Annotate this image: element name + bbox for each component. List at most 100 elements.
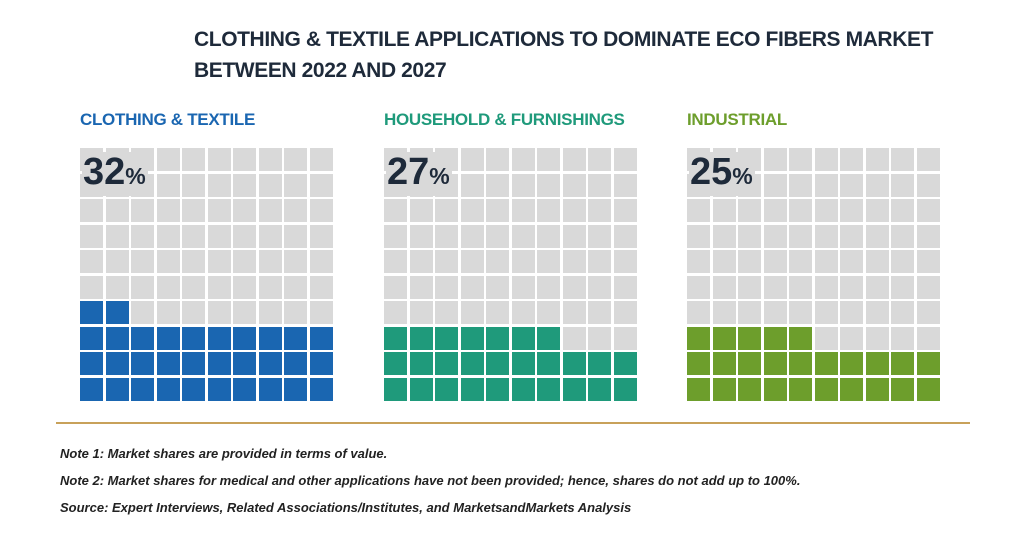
waffle-cell-empty [916,224,940,248]
waffle-cell-empty [284,275,307,299]
waffle-cell-empty [80,250,103,273]
waffle-cell-filled [588,352,611,375]
waffle-cell-empty [789,173,812,197]
waffle-cell-filled [687,352,710,375]
waffle-cell-empty [891,224,914,248]
waffle-cell-filled [486,326,509,350]
waffle-cell-empty [865,326,889,350]
waffle-cell-filled [105,377,129,401]
waffle-cell-empty [182,275,205,299]
panel-label: HOUSEHOLD & FURNISHINGS [384,110,625,129]
share-number: 25 [690,151,733,193]
waffle-cell-empty [588,199,611,222]
waffle-cell-filled [738,326,761,350]
waffle-cell-filled [814,352,838,375]
waffle-cell-empty [687,275,710,299]
waffle-cell-filled [409,377,433,401]
waffle-cell-empty [486,173,509,197]
note-2: Note 2: Market shares for medical and ot… [60,473,801,488]
waffle-cell-filled [460,377,484,401]
waffle-cell-empty [562,148,586,171]
waffle-cell-empty [460,301,484,324]
waffle-cell-empty [789,148,812,171]
waffle-cell-empty [763,224,787,248]
waffle-cell-empty [258,224,282,248]
waffle-cell-filled [789,326,812,350]
waffle-cell-empty [309,173,333,197]
waffle-cell-empty [865,224,889,248]
waffle-cell-filled [182,377,205,401]
waffle-cell-empty [916,173,940,197]
waffle-cell-empty [409,275,433,299]
waffle-cell-empty [789,199,812,222]
waffle-cell-empty [613,173,637,197]
waffle-cell-filled [233,377,256,401]
waffle-cell-empty [840,275,863,299]
waffle-cell-empty [588,173,611,197]
waffle-cell-filled [156,326,180,350]
waffle-cell-empty [865,148,889,171]
waffle-cell-filled [562,352,586,375]
panel-label: INDUSTRIAL [687,110,787,129]
waffle-cell-empty [460,199,484,222]
waffle-cell-empty [486,301,509,324]
waffle-cell-empty [613,275,637,299]
waffle-cell-empty [460,224,484,248]
share-value: 32% [82,152,148,196]
waffle-cell-empty [712,275,736,299]
chart-title: CLOTHING & TEXTILE APPLICATIONS TO DOMIN… [194,24,933,86]
waffle-cell-filled [537,377,560,401]
waffle-cell-empty [814,148,838,171]
waffle-cell-filled [891,377,914,401]
waffle-cell-filled [537,352,560,375]
waffle-cell-empty [384,301,407,324]
waffle-cell-empty [840,250,863,273]
waffle-cell-empty [435,275,458,299]
waffle-cell-filled [80,301,103,324]
waffle-cell-empty [131,275,154,299]
waffle-cell-filled [435,377,458,401]
waffle-cell-empty [562,173,586,197]
waffle-grid: 32% [80,148,334,404]
waffle-cell-empty [435,224,458,248]
waffle-cell-filled [182,326,205,350]
waffle-cell-empty [105,250,129,273]
waffle-cell-empty [511,301,535,324]
waffle-cell-filled [258,352,282,375]
waffle-cell-filled [309,377,333,401]
waffle-cell-empty [258,250,282,273]
waffle-cell-empty [233,301,256,324]
waffle-cell-empty [460,173,484,197]
waffle-cell-empty [207,199,231,222]
waffle-cell-filled [409,352,433,375]
waffle-cell-filled [789,352,812,375]
waffle-cell-empty [309,199,333,222]
waffle-cell-empty [131,224,154,248]
share-number: 32 [83,151,126,193]
waffle-cell-empty [156,275,180,299]
waffle-grid: 27% [384,148,638,404]
waffle-cell-empty [763,301,787,324]
waffle-cell-filled [916,377,940,401]
waffle-cell-empty [207,250,231,273]
waffle-cell-empty [105,224,129,248]
waffle-cell-filled [511,326,535,350]
waffle-cell-filled [258,326,282,350]
waffle-cell-empty [384,199,407,222]
waffle-cell-empty [840,326,863,350]
waffle-cell-empty [613,148,637,171]
share-unit: % [429,163,450,189]
waffle-cell-empty [865,250,889,273]
waffle-cell-empty [233,224,256,248]
waffle-cell-empty [156,301,180,324]
waffle-cell-empty [763,173,787,197]
waffle-cell-empty [865,173,889,197]
waffle-cell-empty [258,301,282,324]
waffle-cell-filled [156,352,180,375]
waffle-cell-empty [460,275,484,299]
waffle-cell-filled [156,377,180,401]
waffle-cell-filled [284,352,307,375]
notes: Note 1: Market shares are provided in te… [60,440,800,521]
waffle-cell-empty [435,301,458,324]
chart-title-line-2: BETWEEN 2022 AND 2027 [194,59,447,82]
